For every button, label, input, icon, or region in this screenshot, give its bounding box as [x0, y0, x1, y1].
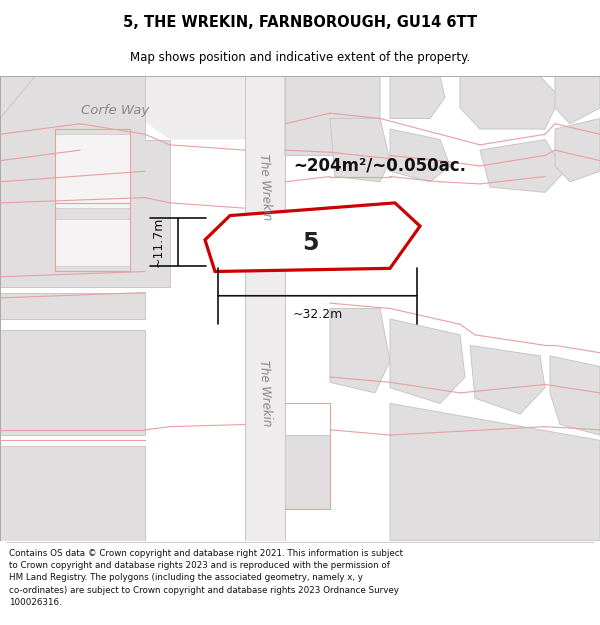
Text: 5, THE WREKIN, FARNBOROUGH, GU14 6TT: 5, THE WREKIN, FARNBOROUGH, GU14 6TT: [123, 16, 477, 31]
Polygon shape: [390, 403, 600, 541]
Polygon shape: [330, 119, 390, 182]
Text: ~204m²/~0.050ac.: ~204m²/~0.050ac.: [293, 157, 467, 175]
Polygon shape: [330, 308, 390, 393]
Polygon shape: [0, 76, 80, 119]
Polygon shape: [285, 76, 380, 156]
Polygon shape: [0, 446, 145, 541]
Polygon shape: [390, 76, 445, 119]
Text: The Wrekin: The Wrekin: [257, 359, 273, 426]
Polygon shape: [0, 76, 245, 139]
Polygon shape: [245, 76, 285, 541]
Polygon shape: [0, 292, 145, 319]
Polygon shape: [55, 134, 130, 208]
Polygon shape: [55, 219, 130, 266]
Text: The Wrekin: The Wrekin: [257, 154, 273, 221]
Polygon shape: [555, 119, 600, 182]
Polygon shape: [470, 346, 545, 414]
Polygon shape: [550, 356, 600, 435]
Polygon shape: [390, 129, 450, 182]
Polygon shape: [555, 76, 600, 124]
Text: Map shows position and indicative extent of the property.: Map shows position and indicative extent…: [130, 51, 470, 64]
Polygon shape: [0, 76, 35, 119]
Text: Corfe Way: Corfe Way: [81, 104, 149, 116]
Polygon shape: [285, 435, 330, 509]
Polygon shape: [390, 319, 465, 403]
Text: ~32.2m: ~32.2m: [292, 308, 343, 321]
Text: ~11.7m: ~11.7m: [151, 217, 164, 267]
Polygon shape: [0, 76, 170, 288]
Polygon shape: [205, 203, 420, 271]
Polygon shape: [460, 76, 560, 129]
Text: Contains OS data © Crown copyright and database right 2021. This information is : Contains OS data © Crown copyright and d…: [9, 549, 403, 607]
Polygon shape: [0, 329, 145, 435]
Text: 5: 5: [302, 231, 318, 255]
Polygon shape: [480, 139, 565, 192]
